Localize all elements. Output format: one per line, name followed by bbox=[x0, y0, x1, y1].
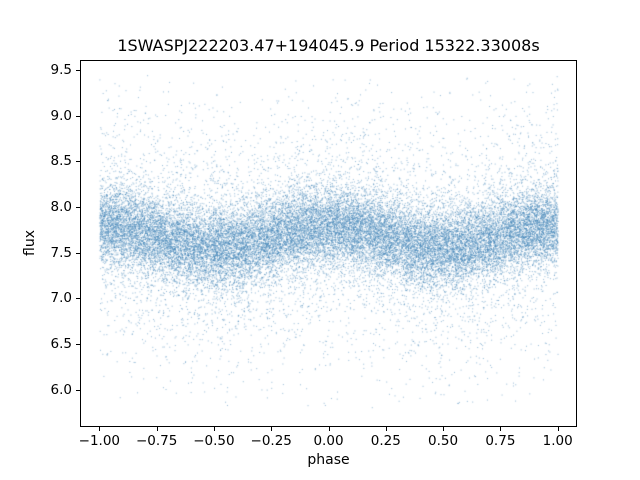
y-tick-mark bbox=[76, 343, 80, 345]
y-axis-label: flux bbox=[22, 230, 38, 256]
x-tick-mark bbox=[557, 427, 559, 431]
y-tick-label: 8.5 bbox=[50, 153, 72, 170]
y-tick-mark bbox=[76, 389, 80, 391]
x-tick-mark bbox=[328, 427, 330, 431]
plot-area: −1.00 −0.75 −0.50 −0.25 0.00 0.25 0.50 0.75 1.00… bbox=[51, 60, 577, 449]
y-tick-mark bbox=[76, 161, 80, 163]
x-tick-label: −0.50 bbox=[193, 433, 235, 449]
scatter-canvas bbox=[81, 61, 576, 426]
y-tick-label: 7.5 bbox=[50, 244, 72, 261]
x-tick-label: −0.75 bbox=[135, 433, 178, 449]
x-tick-mark bbox=[500, 427, 502, 431]
y-tick-mark bbox=[76, 115, 80, 117]
y-tick-mark bbox=[76, 298, 80, 300]
y-tick-label: 6.5 bbox=[50, 335, 72, 352]
x-tick-mark bbox=[156, 427, 158, 431]
y-tick-label: 9.5 bbox=[50, 62, 72, 79]
x-tick-label: 0.00 bbox=[313, 433, 344, 449]
y-tick-label: 7.0 bbox=[50, 290, 72, 307]
x-tick-label: 0.50 bbox=[428, 433, 459, 449]
y-tick-label: 8.0 bbox=[50, 199, 72, 215]
x-tick-label: −0.25 bbox=[250, 433, 292, 449]
y-tick-mark bbox=[76, 70, 80, 72]
x-axis-label: phase bbox=[307, 452, 350, 468]
axes-spines bbox=[80, 60, 577, 427]
x-tick-label: 1.00 bbox=[542, 433, 573, 449]
x-tick-label: 0.25 bbox=[370, 433, 401, 449]
x-tick-label: −1.00 bbox=[78, 433, 121, 449]
x-tick-mark bbox=[385, 427, 387, 431]
x-tick-label: 0.75 bbox=[485, 433, 516, 449]
y-tick-label: 6.0 bbox=[50, 381, 72, 398]
x-tick-mark bbox=[213, 427, 215, 431]
x-tick-mark bbox=[271, 427, 273, 431]
y-tick-mark bbox=[76, 252, 80, 254]
x-tick-mark bbox=[99, 427, 101, 431]
chart-title: 1SWASPJ222203.47+194045.9 Period 15322.3… bbox=[117, 36, 540, 55]
y-tick-label: 9.0 bbox=[50, 107, 72, 124]
y-tick-mark bbox=[76, 207, 80, 208]
x-tick-mark bbox=[443, 427, 445, 431]
